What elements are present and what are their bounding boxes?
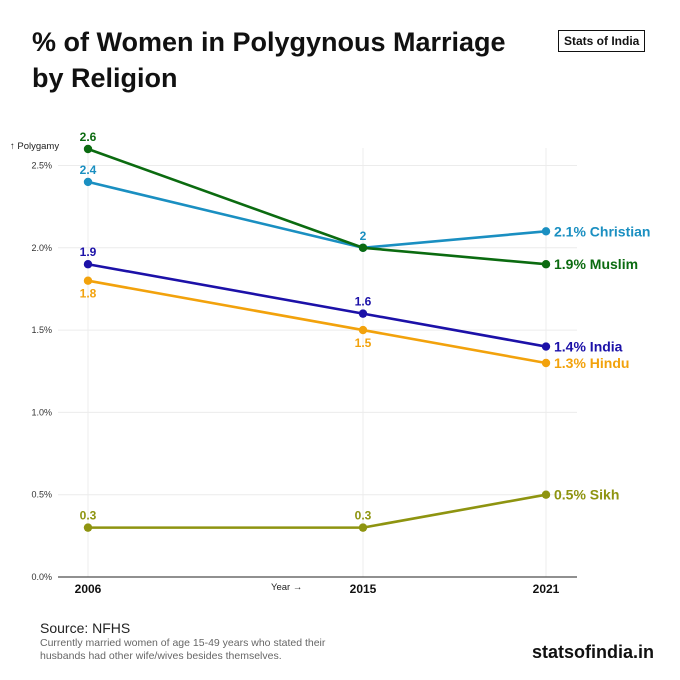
y-tick-label: 0.0% [31, 572, 52, 582]
y-tick-label: 2.5% [31, 160, 52, 170]
data-label-christian: 2 [360, 229, 367, 243]
data-label-hindu: 1.8 [80, 287, 97, 301]
data-point-hindu [358, 325, 368, 335]
data-label-sikh: 0.3 [80, 509, 97, 523]
end-label-christian: 2.1% Christian [554, 223, 650, 239]
data-point-india [83, 260, 93, 269]
data-point-muslim [83, 144, 93, 154]
label-layer: 2.4 2 2.1% Christian 2.6 1.9% Muslim 1.9 1.6 1.… [80, 130, 651, 523]
data-label-sikh: 0.3 [355, 509, 372, 523]
series-line-sikh [88, 493, 547, 529]
x-axis-label: Year → [271, 582, 302, 593]
y-tick-label: 1.0% [31, 407, 52, 417]
end-label-sikh: 0.5% Sikh [554, 487, 619, 503]
data-point-india [358, 309, 368, 318]
chart-title: % of Women in Polygynous Marriage by Rel… [32, 24, 552, 96]
chart-title-line2: by Religion [32, 63, 178, 93]
axis-layer: 0.0% 0.5% 1.0% 1.5% 2.0% 2.5% 2006 2015 2021 ↑ Po… [10, 141, 577, 596]
x-tick-label: 2015 [350, 582, 377, 596]
data-label-india: 1.6 [355, 295, 372, 309]
data-point-hindu [83, 276, 93, 285]
series-layer [83, 144, 551, 532]
site-link[interactable]: statsofindia.in [531, 642, 654, 662]
chart-title-line1: % of Women in Polygynous Marriage [32, 27, 506, 57]
data-label-hindu: 1.5 [355, 336, 372, 350]
series-line-muslim [87, 147, 547, 266]
data-point-hindu [541, 358, 551, 368]
source-text: Source: NFHS [40, 620, 131, 636]
series-line-india [87, 262, 547, 348]
data-point-muslim [541, 260, 551, 269]
y-tick-label: 1.5% [31, 325, 52, 335]
grid-layer [58, 148, 577, 578]
data-point-sikh [83, 523, 93, 532]
end-label-muslim: 1.9% Muslim [554, 256, 638, 272]
end-label-hindu: 1.3% Hindu [554, 355, 629, 371]
data-label-muslim: 2.6 [80, 130, 97, 144]
data-point-india [541, 342, 551, 351]
series-line-hindu [87, 279, 547, 365]
footnote-text: Currently married women of age 15-49 yea… [40, 637, 326, 662]
data-point-sikh [541, 490, 551, 499]
series-line-christian [87, 180, 547, 250]
data-label-india: 1.9 [80, 245, 97, 259]
data-point-christian [83, 177, 93, 187]
y-tick-label: 2.0% [31, 243, 52, 253]
end-label-india: 1.4% India [554, 339, 623, 355]
x-tick-label: 2006 [75, 582, 102, 596]
data-point-sikh [358, 523, 368, 532]
data-point-muslim [358, 243, 368, 252]
brand-badge: Stats of India [558, 30, 646, 52]
x-tick-label: 2021 [533, 582, 560, 596]
y-tick-label: 0.5% [31, 490, 52, 500]
data-point-christian [541, 227, 551, 236]
line-chart: 0.0% 0.5% 1.0% 1.5% 2.0% 2.5% 2006 2015 2021 ↑ Po… [10, 130, 651, 596]
data-label-christian: 2.4 [80, 163, 97, 177]
y-axis-label: ↑ Polygamy [10, 141, 59, 152]
